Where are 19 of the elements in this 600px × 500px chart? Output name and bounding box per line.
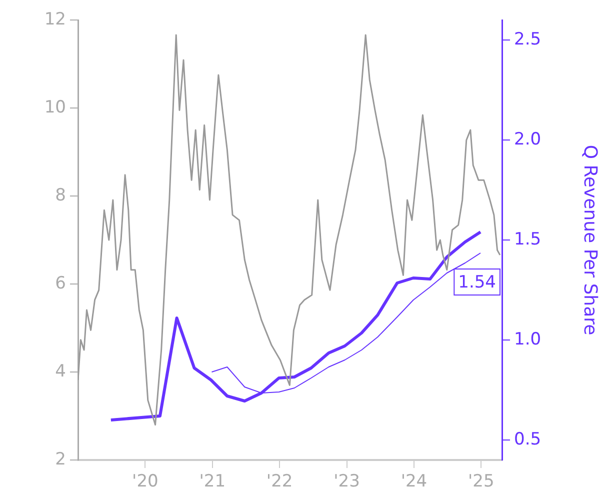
y2-tick-label: 0.5: [514, 429, 542, 450]
y2-tick-label: 1.5: [514, 229, 542, 250]
x-tick-label: '25: [468, 472, 494, 492]
x-tick-label: '20: [132, 472, 158, 492]
y-tick-label: 12: [44, 9, 66, 30]
y-tick-label: 6: [55, 273, 66, 294]
x-tick-label: '24: [400, 472, 428, 492]
y-tick-label: 8: [55, 185, 66, 206]
annotation: 1.54: [458, 272, 496, 292]
y-tick-label: 10: [44, 97, 66, 118]
y-tick-label: 2: [55, 449, 66, 470]
y2-tick-label: 1.0: [514, 329, 542, 350]
y2-tick-label: 2.0: [514, 129, 542, 150]
y2-axis-title: Q Revenue Per Share: [580, 144, 600, 336]
y-tick-label: 4: [55, 361, 66, 382]
x-tick-label: '21: [199, 472, 226, 492]
x-tick-label: '22: [266, 472, 293, 492]
y2-tick-label: 2.5: [514, 29, 542, 50]
x-tick-label: '23: [334, 472, 360, 492]
